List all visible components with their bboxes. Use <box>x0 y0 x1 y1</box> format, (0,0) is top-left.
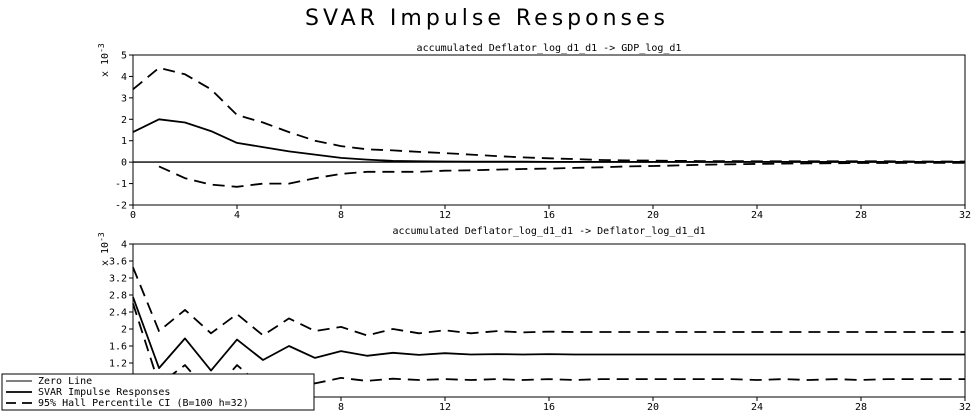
x-tick-label: 12 <box>439 210 451 221</box>
y-tick-label: 3 <box>121 93 127 104</box>
series-confidence-interval-line <box>158 161 965 188</box>
y-tick-label: 3.2 <box>109 274 127 285</box>
y-tick-label: -2 <box>115 201 127 212</box>
y-tick-label: 0 <box>121 158 127 169</box>
y-tick-label: 4 <box>121 240 127 251</box>
series-svar-response-line <box>132 296 965 372</box>
y-tick-label: 5 <box>121 51 127 62</box>
series-confidence-interval-line <box>132 303 965 396</box>
series-svar-response-line <box>132 118 965 163</box>
series-confidence-interval-line <box>132 267 965 337</box>
y-tick-label: 2 <box>121 115 127 126</box>
y-tick-label: -1 <box>115 179 127 190</box>
panel-deflator-to-gdp: accumulated Deflator_log_d1_d1 -> GDP_lo… <box>97 43 971 221</box>
y-tick-label: 1.6 <box>109 342 127 353</box>
chart-main-title: SVAR Impulse Responses <box>305 6 669 31</box>
x-tick-label: 0 <box>130 210 136 221</box>
x-tick-label: 32 <box>959 402 971 412</box>
x-tick-label: 20 <box>647 210 659 221</box>
x-tick-label: 20 <box>647 402 659 412</box>
x-tick-label: 32 <box>959 210 971 221</box>
panel-title: accumulated Deflator_log_d1_d1 -> Deflat… <box>392 226 705 237</box>
chart-legend: Zero Line SVAR Impulse Responses 95% Hal… <box>1 373 315 411</box>
legend-label-confidence-interval: 95% Hall Percentile CI (B=100 h=32) <box>38 398 249 409</box>
legend-label-svar-response: SVAR Impulse Responses <box>38 387 170 398</box>
x-tick-label: 8 <box>338 210 344 221</box>
legend-frame <box>1 373 315 411</box>
y-tick-label: 1 <box>121 136 127 147</box>
y-tick-label: 4 <box>121 72 127 83</box>
x-tick-label: 24 <box>751 402 763 412</box>
x-tick-label: 16 <box>543 402 555 412</box>
x-tick-label: 28 <box>855 210 867 221</box>
x-tick-label: 24 <box>751 210 763 221</box>
y-tick-label: 2.8 <box>109 291 127 302</box>
panel-title: accumulated Deflator_log_d1_d1 -> GDP_lo… <box>417 43 682 54</box>
plot-frame <box>132 54 966 206</box>
x-tick-label: 8 <box>338 402 344 412</box>
x-tick-label: 28 <box>855 402 867 412</box>
series-confidence-interval-line <box>132 67 965 163</box>
y-tick-label: 2.4 <box>109 308 127 319</box>
y-tick-label: 3.6 <box>109 257 127 268</box>
x-tick-label: 12 <box>439 402 451 412</box>
y-tick-label: 2 <box>121 325 127 336</box>
y-scale-label: x 10-3 <box>97 43 111 77</box>
legend-label-zero-line: Zero Line <box>38 376 92 387</box>
x-tick-label: 4 <box>234 210 240 221</box>
x-tick-label: 16 <box>543 210 555 221</box>
y-tick-label: 1.2 <box>109 359 127 370</box>
y-scale-label: x 10-3 <box>97 232 111 266</box>
